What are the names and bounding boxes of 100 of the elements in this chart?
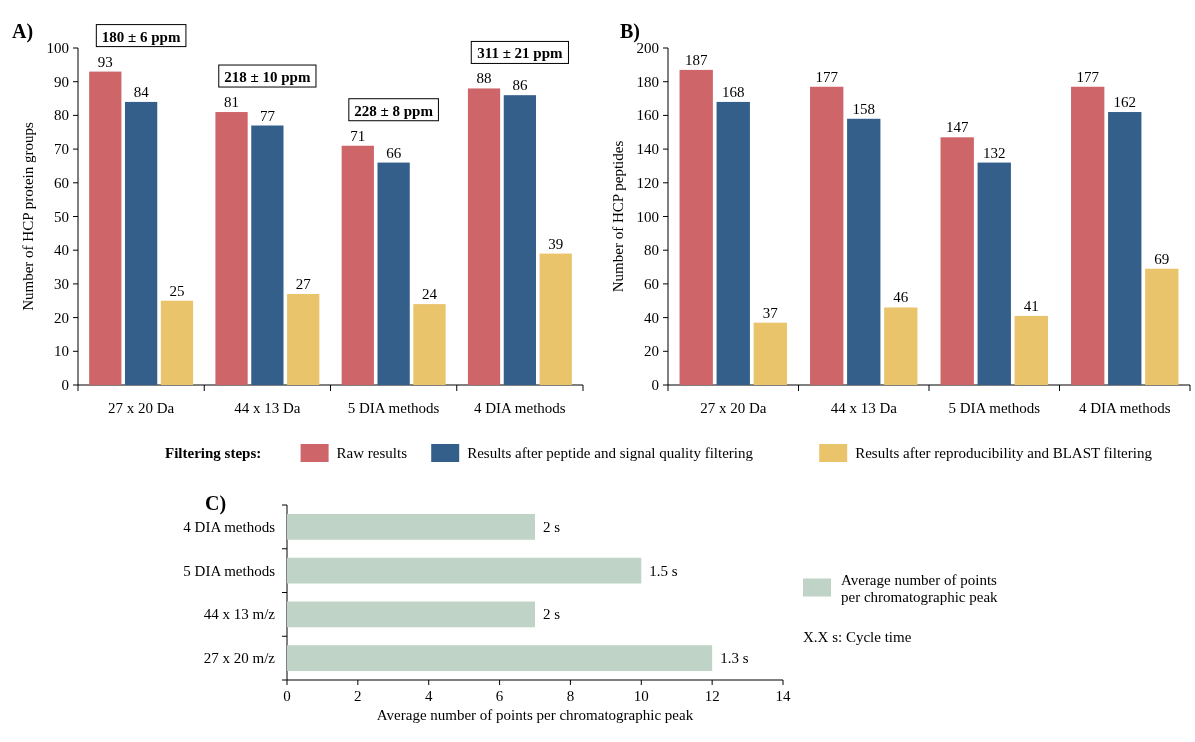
annotation: 218 ± 10 ppm — [224, 69, 311, 86]
x-tick-label: 12 — [704, 688, 720, 704]
x-tick-label: 2 — [354, 688, 362, 704]
bar — [287, 645, 713, 672]
y-tick-label: 10 — [54, 343, 69, 360]
annotation: 2 s — [543, 518, 561, 535]
data-label: 41 — [1023, 297, 1039, 314]
bar — [341, 145, 374, 385]
data-label: 37 — [762, 304, 779, 321]
data-label: 81 — [224, 94, 240, 111]
x-tick-label: 4 DIA methods — [1078, 400, 1171, 416]
data-label: 88 — [476, 70, 492, 87]
y-tick-label: 100 — [46, 40, 69, 56]
y-tick-label: 30 — [54, 275, 69, 292]
bar — [753, 322, 787, 385]
y-tick-label: 60 — [54, 174, 69, 191]
y-tick-label: 40 — [644, 309, 659, 326]
bar — [287, 601, 535, 628]
x-tick-label: 5 DIA methods — [948, 400, 1041, 416]
data-label: 158 — [852, 100, 875, 117]
data-label: 93 — [97, 53, 113, 70]
y-tick-label: 0 — [61, 377, 69, 393]
y-tick-label: 44 x 13 m/z — [203, 606, 276, 623]
bar — [377, 162, 410, 385]
bar — [89, 71, 122, 385]
y-tick-label: 160 — [636, 107, 659, 124]
bar — [847, 118, 881, 385]
data-label: 162 — [1113, 94, 1136, 111]
data-label: 168 — [722, 83, 745, 100]
legend-label: Results after reproducibility and BLAST filtering — [855, 445, 1153, 461]
data-label: 27 — [295, 276, 312, 293]
x-tick-label: 44 x 13 Da — [234, 400, 301, 416]
chart-title: A) — [12, 20, 34, 43]
y-tick-label: 60 — [644, 275, 659, 292]
bar — [160, 300, 194, 385]
annotation: 1.3 s — [720, 650, 749, 667]
y-tick-label: 100 — [636, 208, 659, 225]
data-label: 84 — [133, 83, 150, 100]
text: 180 ± 6 ppm — [101, 28, 181, 45]
x-tick-label: 4 — [424, 688, 433, 704]
data-label: 147 — [945, 119, 969, 136]
y-axis-title: Number of HCP peptides — [610, 140, 626, 293]
bar — [679, 69, 713, 385]
x-tick-label: 14 — [775, 688, 791, 704]
annotation: 228 ± 8 ppm — [354, 102, 434, 119]
data-label: 177 — [1076, 68, 1100, 85]
y-tick-label: 27 x 20 m/z — [203, 650, 276, 667]
legend-label: Average number of points per chromatographic peak — [841, 571, 999, 605]
data-label: 71 — [350, 127, 366, 144]
x-tick-label: 5 DIA methods — [347, 400, 440, 416]
bar — [884, 307, 918, 385]
y-tick-label: 4 DIA methods — [183, 518, 276, 535]
x-tick-label: 27 x 20 Da — [108, 400, 175, 416]
x-tick-label: 0 — [283, 688, 291, 704]
x-tick-label: 44 x 13 Da — [830, 400, 898, 416]
bar — [810, 86, 844, 385]
y-tick-label: 80 — [644, 242, 659, 259]
bar — [287, 513, 535, 540]
y-tick-label: 90 — [54, 73, 69, 90]
bar — [977, 162, 1011, 385]
y-tick-label: 5 DIA methods — [183, 562, 276, 579]
y-tick-label: 20 — [54, 309, 69, 326]
bar — [716, 101, 750, 385]
bar — [287, 557, 642, 584]
y-tick-label: 180 — [636, 73, 659, 90]
data-label: 132 — [983, 144, 1006, 161]
x-tick-label: 6 — [495, 688, 504, 704]
annotation: 311 ± 21 ppm — [477, 45, 564, 62]
bar — [1108, 112, 1142, 385]
bar — [287, 294, 320, 385]
y-tick-label: 120 — [636, 174, 659, 191]
y-axis-title: Number of HCP protein groups — [20, 122, 36, 311]
data-label: 46 — [893, 289, 909, 306]
legend-label: Raw results — [336, 445, 408, 461]
bar — [1071, 86, 1105, 385]
bar — [215, 112, 248, 385]
data-label: 187 — [684, 51, 708, 68]
bar — [1145, 268, 1179, 385]
annotation: 2 s — [543, 606, 561, 623]
chart-title: C) — [205, 492, 227, 515]
bar — [503, 95, 536, 385]
y-tick-label: 50 — [54, 208, 69, 225]
data-label: 66 — [386, 144, 402, 161]
annotation: 1.5 s — [649, 562, 678, 579]
bar — [467, 88, 501, 385]
y-tick-label: 0 — [651, 377, 659, 393]
data-label: 177 — [815, 68, 839, 85]
y-tick-label: 80 — [54, 107, 69, 124]
y-tick-label: 40 — [54, 242, 69, 259]
x-tick-label: 8 — [566, 688, 575, 704]
y-tick-label: 70 — [54, 141, 69, 158]
x-axis-title: Average number of points per chromatographic peak — [376, 707, 694, 723]
y-tick-label: 200 — [636, 40, 659, 56]
bar — [539, 253, 572, 385]
bar — [1014, 315, 1048, 385]
text: X.X s: Cycle time — [803, 629, 912, 645]
x-tick-label: 27 x 20 Da — [700, 400, 767, 416]
y-tick-label: 140 — [636, 141, 659, 158]
data-label: 69 — [1154, 250, 1170, 267]
bar — [940, 137, 974, 385]
